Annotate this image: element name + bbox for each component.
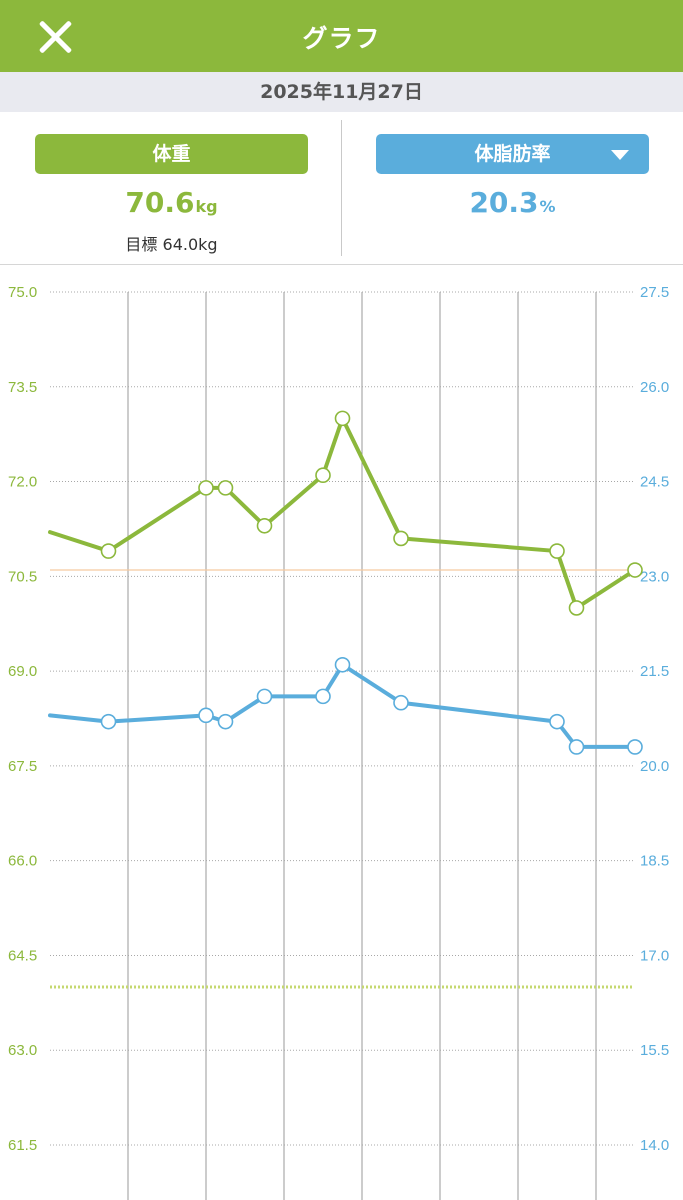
fat-data-point (549, 713, 565, 730)
fat-series-line (48, 662, 637, 749)
fat-value: 20.3% (376, 186, 649, 219)
weight-fat-chart[interactable]: 61.5 14.0 63.0 15.5 64.5 17.0 66.0 18.5 67.5 20.0… (0, 265, 683, 1200)
left-axis-tick: 66.0 (8, 853, 37, 870)
fat-selector-label: 体脂肪率 (474, 143, 551, 165)
weight-tab-button[interactable]: 体重 (35, 134, 308, 174)
date-label: 2025年11月27日 (0, 72, 683, 112)
right-axis-tick: 15.5 (640, 1042, 669, 1059)
right-axis-tick: 17.0 (640, 947, 669, 964)
right-axis-tick: 27.5 (640, 284, 669, 301)
right-axis-tick: 20.0 (640, 758, 669, 775)
fat-data-point (256, 688, 273, 705)
fat-data-point (198, 707, 214, 724)
left-axis-tick: 61.5 (8, 1137, 37, 1154)
right-axis-tick: 18.5 (640, 853, 669, 870)
right-axis-tick: 23.0 (640, 568, 669, 585)
weight-goal: 目標 64.0kg (125, 235, 218, 254)
right-axis-tick: 14.0 (640, 1137, 669, 1154)
weight-data-point (256, 517, 273, 534)
right-axis-tick: 26.0 (640, 379, 669, 396)
weight-data-point (627, 562, 643, 578)
weight-data-point (198, 480, 214, 496)
left-axis-tick: 70.5 (8, 568, 37, 585)
weight-value: 70.6kg (35, 186, 308, 219)
fat-data-point (100, 713, 117, 730)
chevron-down-icon[interactable] (611, 150, 629, 160)
app-header: グラフ (0, 0, 683, 72)
weight-data-point (568, 600, 585, 616)
weight-data-point (217, 480, 234, 496)
weight-data-point (549, 543, 565, 559)
summary-panel: 体重 70.6kg 目標 64.0kg 体脂肪率 20.3% (0, 112, 683, 265)
left-axis-tick: 67.5 (8, 758, 37, 775)
summary-divider (341, 120, 342, 256)
weight-series-line (48, 416, 637, 610)
left-axis-tick: 63.0 (8, 1042, 37, 1059)
fat-data-point (627, 739, 643, 755)
fat-unit: % (539, 197, 556, 216)
left-axis-tick: 64.5 (8, 947, 37, 964)
fat-selector-dropdown[interactable]: 体脂肪率 (376, 134, 649, 174)
fat-data-point (334, 656, 351, 673)
left-axis-tick: 69.0 (8, 663, 37, 680)
left-axis-tick: 75.0 (8, 284, 37, 301)
weight-data-point (100, 543, 117, 559)
weight-data-point (334, 410, 351, 427)
fat-data-point (217, 713, 234, 730)
fat-data-point (315, 688, 331, 705)
right-axis-tick: 21.5 (640, 663, 669, 680)
weight-data-point (315, 467, 331, 484)
fat-data-point (393, 694, 409, 711)
weight-number: 70.6 (125, 186, 195, 219)
left-axis-tick: 72.0 (8, 474, 37, 491)
fat-data-point (568, 739, 585, 755)
weight-unit: kg (195, 197, 218, 216)
weight-data-point (393, 530, 409, 547)
right-axis-tick: 24.5 (640, 474, 669, 491)
chart-canvas: 61.5 14.0 63.0 15.5 64.5 17.0 66.0 18.5 67.5 20.0… (8, 284, 669, 1200)
left-axis-tick: 73.5 (8, 379, 37, 396)
page-title: グラフ (302, 24, 381, 53)
fat-number: 20.3 (469, 186, 539, 219)
